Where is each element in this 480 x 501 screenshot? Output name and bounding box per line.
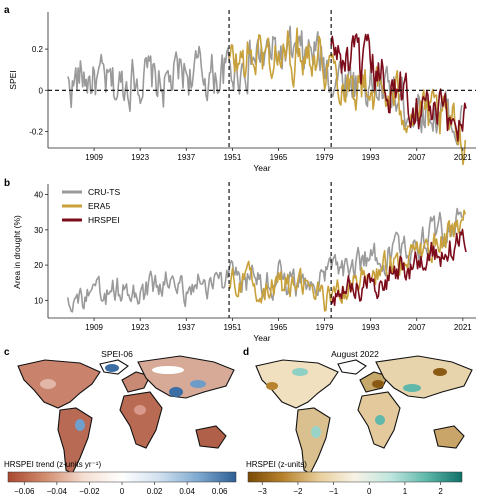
map-c-landmass <box>17 355 235 475</box>
y-tick-label: 0.2 <box>32 45 44 54</box>
x-tick-label: 1993 <box>362 153 380 162</box>
x-tick-label: 2021 <box>454 323 472 332</box>
chart-b-xlabel: Year <box>253 333 270 343</box>
y-tick-label: 30 <box>34 226 43 235</box>
colorbar-d-label: HRSPEI (z-units) <box>246 460 307 469</box>
panel-label-b: b <box>4 178 10 189</box>
colorbar-tick-label: 0 <box>367 487 372 496</box>
chart-a: 1909 1923 1937 1951 1965 1979 1993 2007 2021 -0.2… <box>8 10 476 173</box>
chart-b: 1909 1923 1937 1951 1965 1979 1993 2007 2021 10 20… <box>12 182 476 343</box>
colorbar-c: −0.06 −0.04 −0.02 0 0.02 0.04 0.06 <box>7 471 237 496</box>
colorbar-tick-label: −0.04 <box>47 487 68 496</box>
colorbar-tick-label: −2 <box>293 487 303 496</box>
colorbar-tick-label: −3 <box>258 487 268 496</box>
legend-label-era: ERA5 <box>88 201 110 211</box>
x-tick-label: 2007 <box>408 153 426 162</box>
x-tick-label: 1951 <box>223 323 241 332</box>
x-tick-label: 1965 <box>270 323 288 332</box>
colorbar-tick-label: 1 <box>403 487 408 496</box>
y-tick-label: 10 <box>34 296 43 305</box>
map-d-landmass <box>255 355 473 475</box>
map-c: SPEI-06 HRSPEI trend (z-units yr⁻¹) −0.0… <box>4 349 237 496</box>
x-tick-label: 1937 <box>177 323 195 332</box>
colorbar-d: −3 −2 −1 0 1 2 <box>247 471 463 496</box>
colorbar-tick-label: 0 <box>120 487 125 496</box>
colorbar-tick-label: −0.06 <box>14 487 35 496</box>
legend-label-cru: CRU-TS <box>88 187 120 197</box>
y-tick-label: 0 <box>39 86 44 95</box>
y-tick-label: -0.2 <box>29 128 43 137</box>
y-tick-label: 40 <box>34 191 43 200</box>
colorbar-tick-label: 2 <box>438 487 443 496</box>
chart-a-ylabel: SPEI <box>8 70 18 89</box>
panel-label-a: a <box>4 5 10 16</box>
colorbar-tick-label: 0.02 <box>147 487 163 496</box>
colorbar-tick-label: 0.06 <box>212 487 228 496</box>
map-d-title: August 2022 <box>331 349 379 359</box>
colorbar-tick-label: −1 <box>329 487 339 496</box>
x-tick-label: 1909 <box>85 323 103 332</box>
y-tick-label: 20 <box>34 261 43 270</box>
colorbar-gradient <box>247 471 463 483</box>
x-tick-label: 1979 <box>316 323 334 332</box>
x-tick-label: 1923 <box>131 323 149 332</box>
series-line-hr <box>330 33 467 142</box>
chart-b-ylabel: Area in drought (%) <box>12 215 22 289</box>
map-c-title: SPEI-06 <box>101 349 133 359</box>
x-tick-label: 1979 <box>316 153 334 162</box>
colorbar-tick-label: −0.02 <box>79 487 100 496</box>
panel-label-d: d <box>243 347 249 358</box>
series-line-hr <box>330 228 467 307</box>
legend-label-hr: HRSPEI <box>88 215 120 225</box>
x-tick-label: 1965 <box>270 153 288 162</box>
x-tick-label: 1923 <box>131 153 149 162</box>
map-c-trend-patches <box>40 364 206 431</box>
series-line-era <box>228 27 467 166</box>
map-d-anomaly-patches <box>266 368 447 438</box>
x-tick-label: 1951 <box>223 153 241 162</box>
series-line-era <box>228 209 467 312</box>
panel-label-c: c <box>4 347 10 358</box>
map-d: August 2022 HRSPEI (z-units) −3 −2 −1 0 1 2 <box>246 349 473 496</box>
x-tick-label: 1909 <box>85 153 103 162</box>
colorbar-gradient <box>7 471 237 483</box>
colorbar-tick-label: 0.04 <box>179 487 195 496</box>
series-line-cru <box>67 25 463 146</box>
x-tick-label: 2007 <box>408 323 426 332</box>
colorbar-c-label: HRSPEI trend (z-units yr⁻¹) <box>4 460 101 469</box>
chart-b-legend: CRU-TS ERA5 HRSPEI <box>62 187 120 225</box>
x-tick-label: 1937 <box>177 153 195 162</box>
x-tick-label: 1993 <box>362 323 380 332</box>
chart-a-xlabel: Year <box>253 163 270 173</box>
x-tick-label: 2021 <box>454 153 472 162</box>
